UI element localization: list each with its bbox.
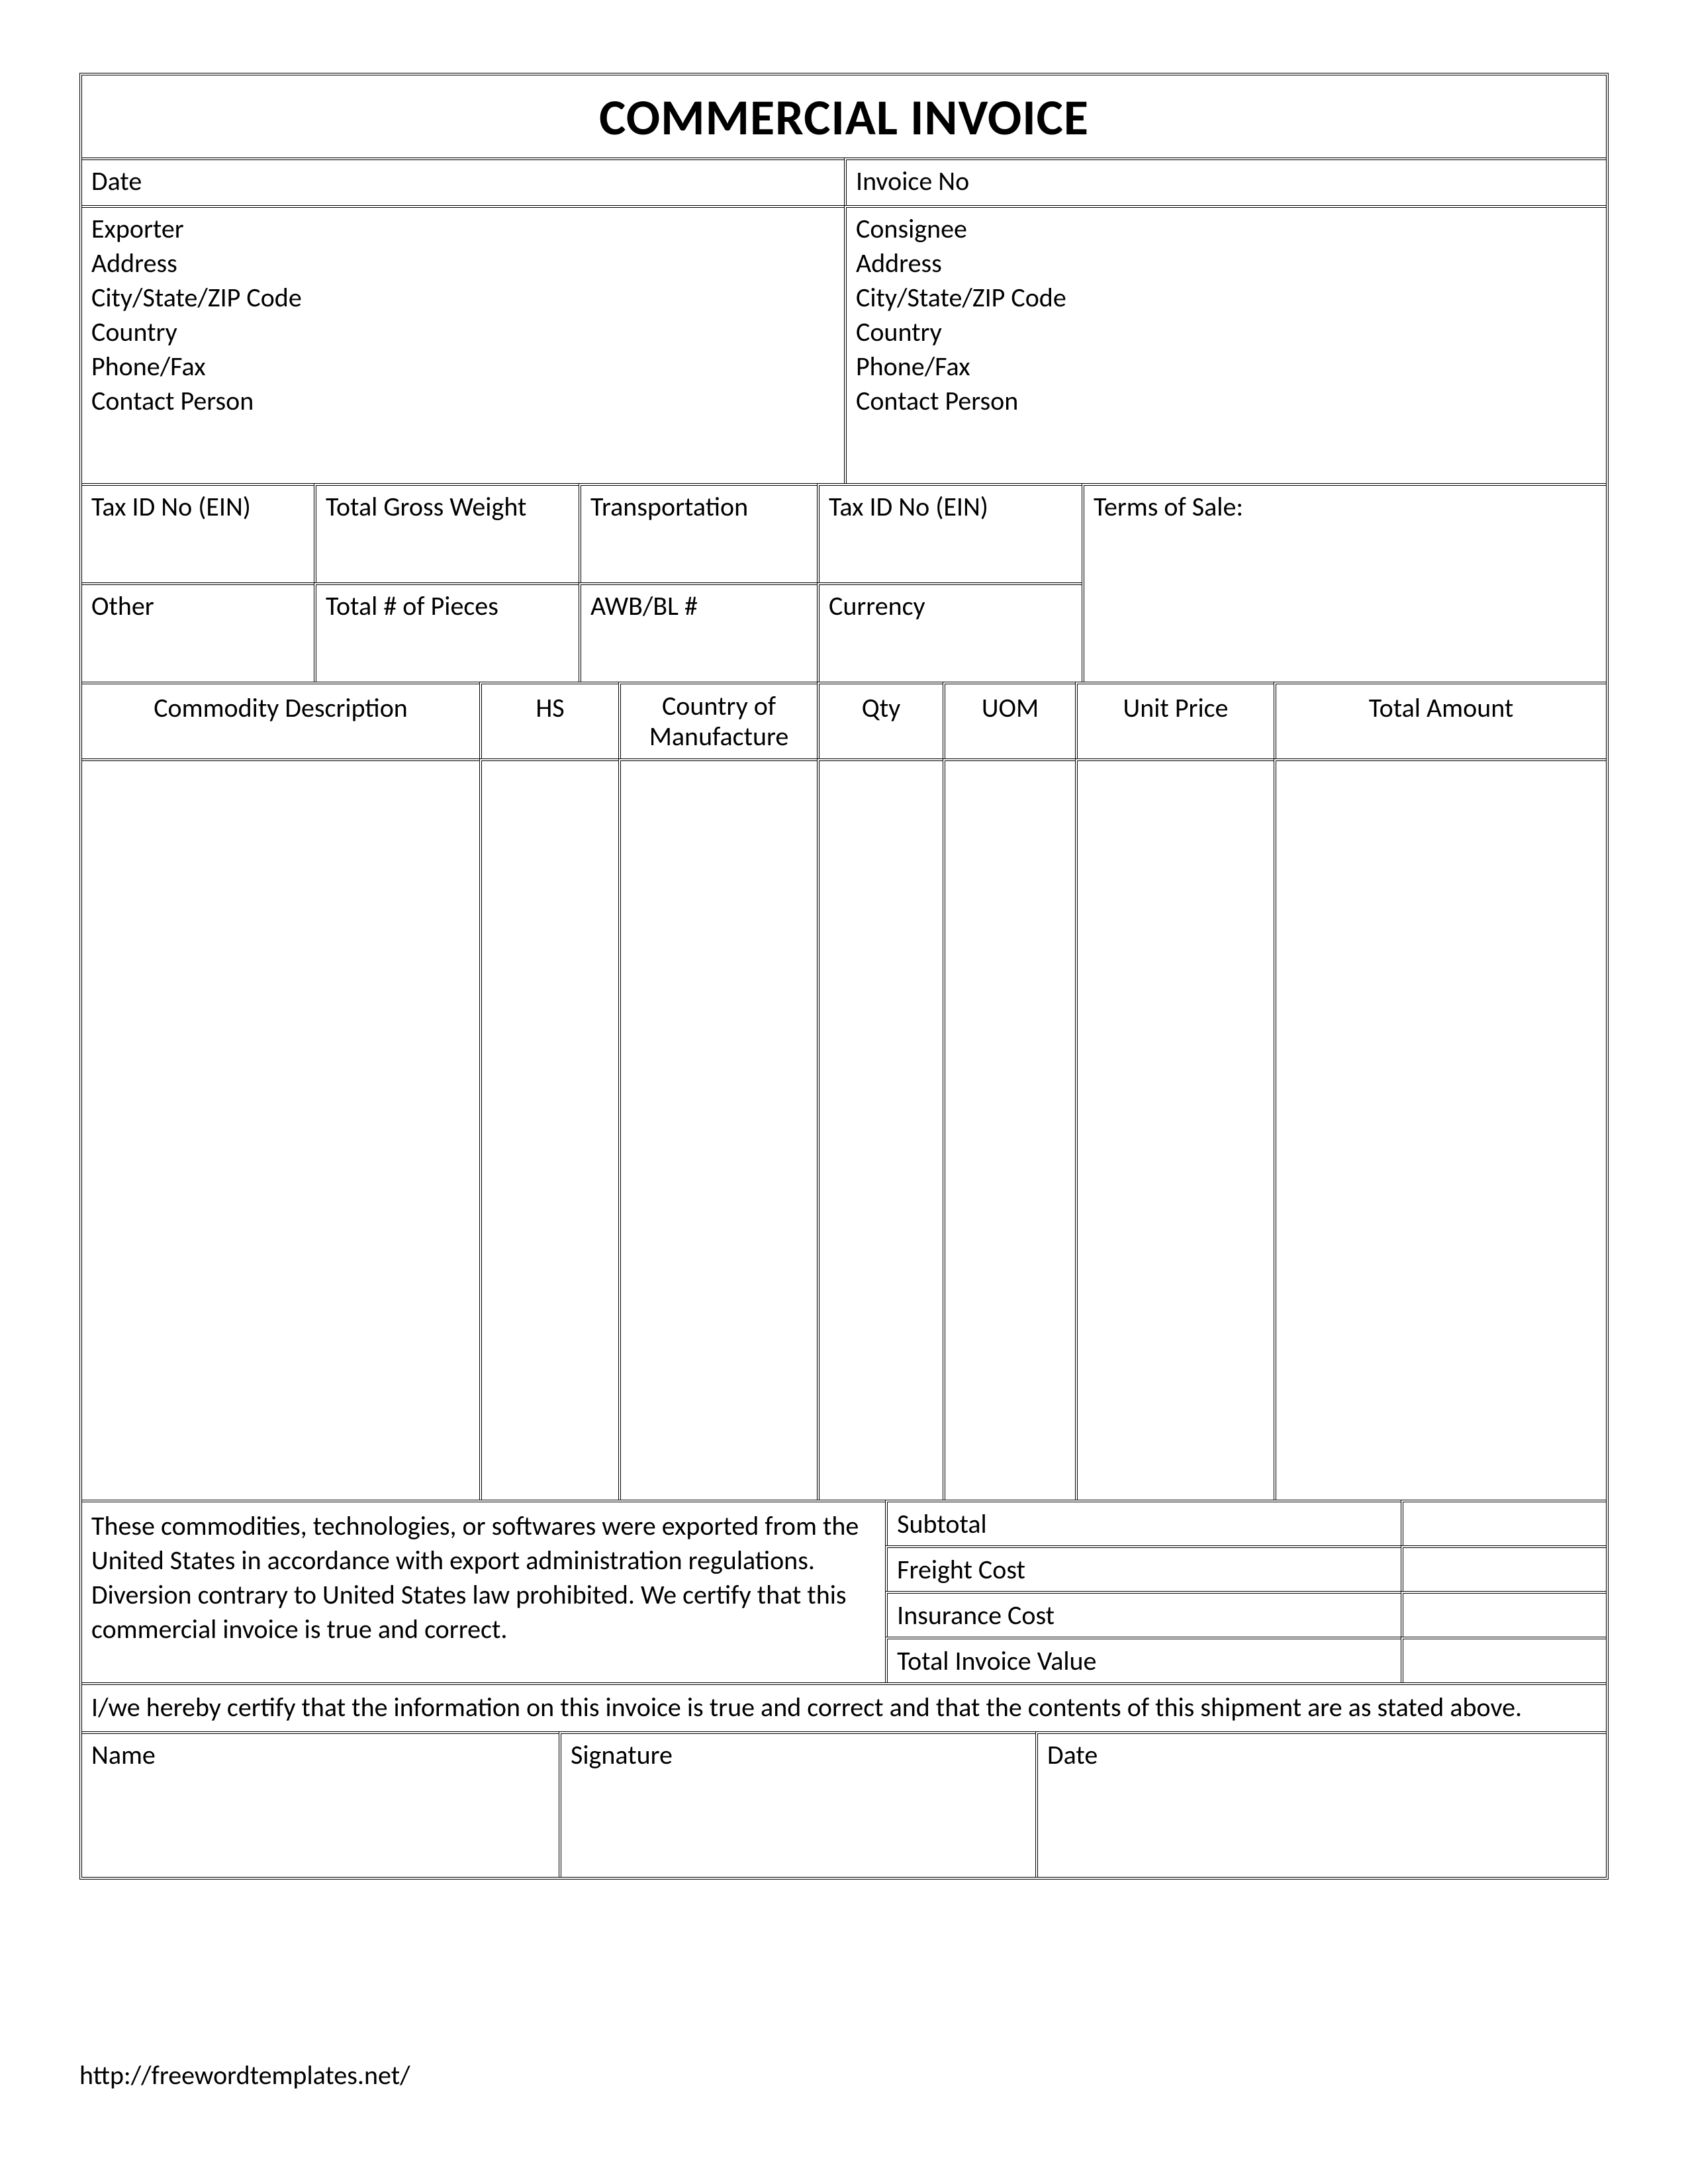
freight-row: Freight Cost bbox=[885, 1545, 1606, 1591]
consignee-line: Phone/Fax bbox=[856, 349, 1597, 384]
col-qty: Qty bbox=[817, 682, 943, 758]
consignee-line: Country bbox=[856, 315, 1597, 349]
insurance-value[interactable] bbox=[1401, 1591, 1606, 1637]
item-hs-cell[interactable] bbox=[479, 758, 618, 1500]
meta-row-2: Other Total # of Pieces AWB/BL # Currenc… bbox=[82, 582, 1082, 682]
col-hs: HS bbox=[479, 682, 618, 758]
consignee-line: City/State/ZIP Code bbox=[856, 281, 1597, 315]
total-pieces-cell[interactable]: Total # of Pieces bbox=[314, 582, 579, 682]
tax-id-2-cell[interactable]: Tax ID No (EIN) bbox=[817, 483, 1082, 582]
consignee-block[interactable]: Consignee Address City/State/ZIP Code Co… bbox=[844, 205, 1606, 483]
insurance-row: Insurance Cost bbox=[885, 1591, 1606, 1637]
totals-section: These commodities, technologies, or soft… bbox=[82, 1500, 1606, 1682]
header-row: Date Invoice No bbox=[82, 158, 1606, 205]
transportation-cell[interactable]: Transportation bbox=[579, 483, 817, 582]
exporter-line: Address bbox=[91, 246, 835, 281]
tax-id-cell[interactable]: Tax ID No (EIN) bbox=[82, 483, 314, 582]
signer-name-cell[interactable]: Name bbox=[82, 1731, 559, 1877]
export-declaration: These commodities, technologies, or soft… bbox=[82, 1500, 885, 1682]
date-cell[interactable]: Date bbox=[82, 158, 844, 205]
insurance-label: Insurance Cost bbox=[885, 1591, 1401, 1637]
freight-label: Freight Cost bbox=[885, 1545, 1401, 1591]
document-title: COMMERCIAL INVOICE bbox=[82, 87, 1606, 148]
footer-url: http://freewordtemplates.net/ bbox=[79, 2059, 410, 2091]
signature-cell[interactable]: Signature bbox=[559, 1731, 1035, 1877]
parties-row: Exporter Address City/State/ZIP Code Cou… bbox=[82, 205, 1606, 483]
consignee-heading: Consignee bbox=[856, 212, 1597, 246]
item-com-cell[interactable] bbox=[618, 758, 817, 1500]
signature-row: Name Signature Date bbox=[82, 1731, 1606, 1877]
col-unit-price: Unit Price bbox=[1075, 682, 1274, 758]
total-invoice-row: Total Invoice Value bbox=[885, 1637, 1606, 1682]
terms-of-sale-cell[interactable]: Terms of Sale: bbox=[1082, 483, 1606, 682]
total-invoice-value[interactable] bbox=[1401, 1637, 1606, 1682]
awb-bl-cell[interactable]: AWB/BL # bbox=[579, 582, 817, 682]
currency-cell[interactable]: Currency bbox=[817, 582, 1082, 682]
col-country-of-manufacture: Country of Manufacture bbox=[618, 682, 817, 758]
gross-weight-cell[interactable]: Total Gross Weight bbox=[314, 483, 579, 582]
col-com-l2: Manufacture bbox=[630, 721, 808, 752]
invoice-no-cell[interactable]: Invoice No bbox=[844, 158, 1606, 205]
meta-row-1: Tax ID No (EIN) Total Gross Weight Trans… bbox=[82, 483, 1082, 582]
exporter-line: City/State/ZIP Code bbox=[91, 281, 835, 315]
subtotal-label: Subtotal bbox=[885, 1500, 1401, 1545]
item-unit-price-cell[interactable] bbox=[1075, 758, 1274, 1500]
freight-value[interactable] bbox=[1401, 1545, 1606, 1591]
col-commodity-description: Commodity Description bbox=[82, 682, 479, 758]
item-total-cell[interactable] bbox=[1274, 758, 1606, 1500]
meta-block: Tax ID No (EIN) Total Gross Weight Trans… bbox=[82, 483, 1606, 682]
exporter-line: Phone/Fax bbox=[91, 349, 835, 384]
col-total-amount: Total Amount bbox=[1274, 682, 1606, 758]
item-uom-cell[interactable] bbox=[943, 758, 1075, 1500]
subtotal-row: Subtotal bbox=[885, 1500, 1606, 1545]
title-row: COMMERCIAL INVOICE bbox=[82, 75, 1606, 158]
exporter-line: Contact Person bbox=[91, 384, 835, 418]
consignee-line: Address bbox=[856, 246, 1597, 281]
items-header-row: Commodity Description HS Country of Manu… bbox=[82, 682, 1606, 758]
subtotal-value[interactable] bbox=[1401, 1500, 1606, 1545]
page: COMMERCIAL INVOICE Date Invoice No Expor… bbox=[0, 0, 1688, 2184]
totals-column: Subtotal Freight Cost Insurance Cost Tot… bbox=[885, 1500, 1606, 1682]
col-com-l1: Country of bbox=[630, 691, 808, 721]
col-uom: UOM bbox=[943, 682, 1075, 758]
exporter-line: Country bbox=[91, 315, 835, 349]
item-qty-cell[interactable] bbox=[817, 758, 943, 1500]
certification-text: I/we hereby certify that the information… bbox=[82, 1682, 1606, 1731]
invoice-table: COMMERCIAL INVOICE Date Invoice No Expor… bbox=[79, 73, 1609, 1880]
consignee-line: Contact Person bbox=[856, 384, 1597, 418]
exporter-heading: Exporter bbox=[91, 212, 835, 246]
exporter-block[interactable]: Exporter Address City/State/ZIP Code Cou… bbox=[82, 205, 844, 483]
signature-date-cell[interactable]: Date bbox=[1035, 1731, 1606, 1877]
items-body-row bbox=[82, 758, 1606, 1500]
other-cell[interactable]: Other bbox=[82, 582, 314, 682]
total-invoice-label: Total Invoice Value bbox=[885, 1637, 1401, 1682]
item-desc-cell[interactable] bbox=[82, 758, 479, 1500]
